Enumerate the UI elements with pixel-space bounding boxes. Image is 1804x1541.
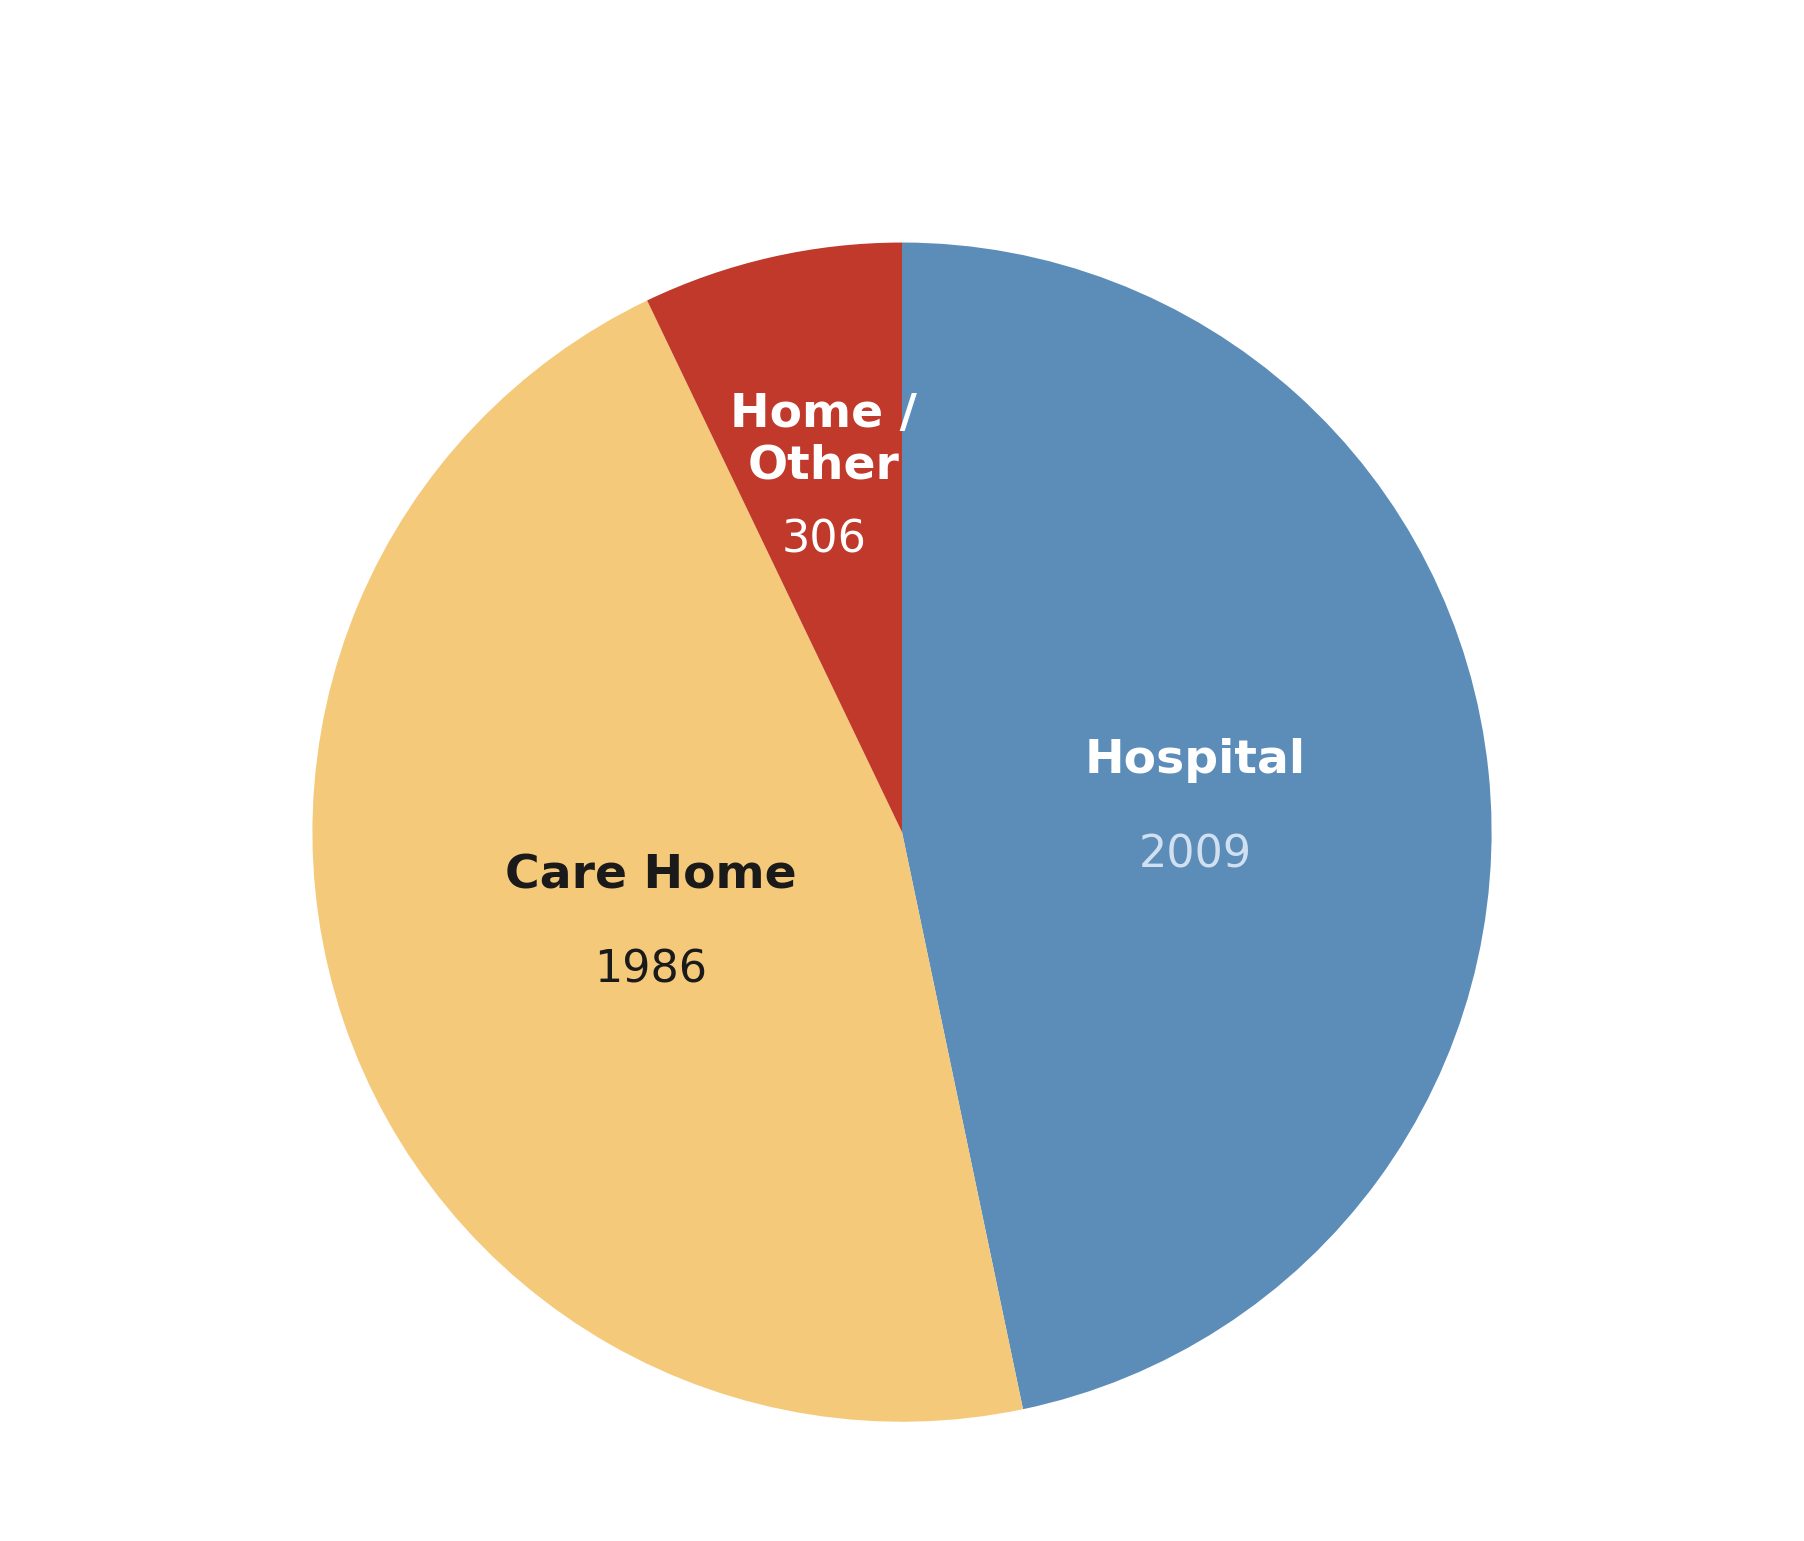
Wedge shape (312, 300, 1023, 1422)
Text: 306: 306 (781, 519, 866, 562)
Wedge shape (902, 242, 1492, 1408)
Text: Care Home: Care Home (505, 854, 797, 898)
Text: 1986: 1986 (594, 949, 707, 992)
Text: Hospital: Hospital (1084, 738, 1306, 783)
Wedge shape (648, 242, 902, 832)
Text: Home /
Other: Home / Other (731, 391, 916, 488)
Text: 2009: 2009 (1138, 834, 1252, 877)
